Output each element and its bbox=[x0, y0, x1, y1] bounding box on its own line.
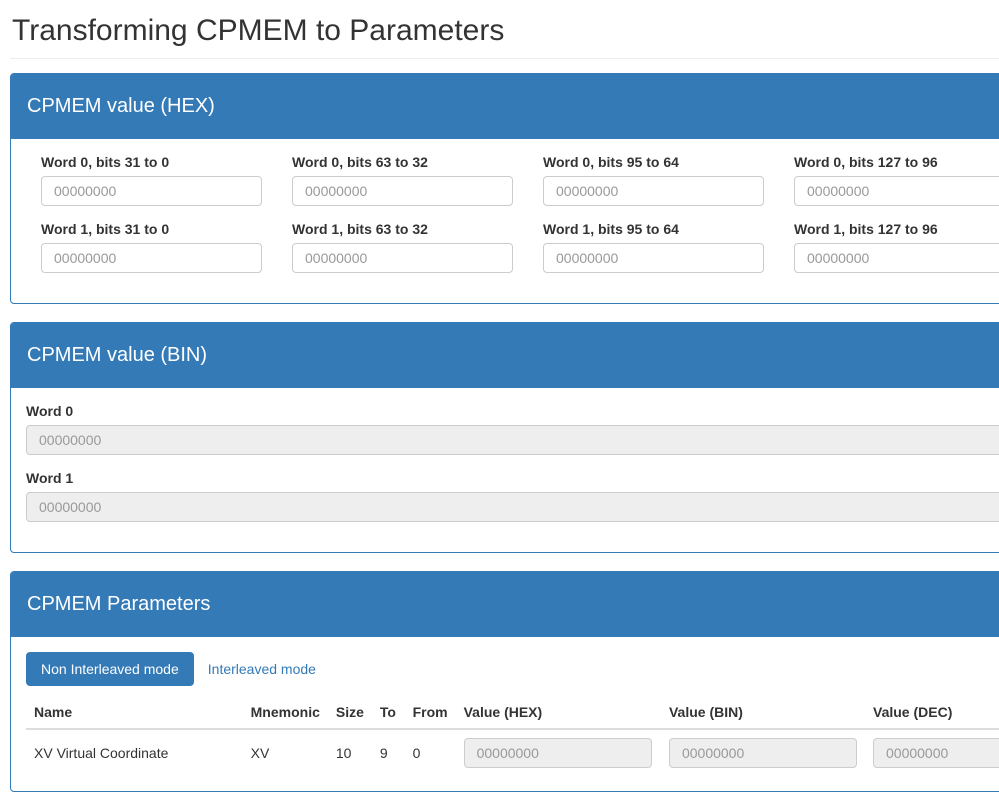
cell-value-dec bbox=[865, 729, 999, 776]
column-header-size: Size bbox=[327, 696, 372, 730]
column-header-mnemonic: Mnemonic bbox=[242, 696, 328, 730]
parameters-table-header-row: Name Mnemonic Size To From Value (HEX) V… bbox=[26, 696, 999, 730]
hex-input-word1-bits63-32[interactable] bbox=[292, 243, 513, 273]
page-title: Transforming CPMEM to Parameters bbox=[12, 14, 505, 47]
hex-field-word0-bits127-96: Word 0, bits 127 to 96 bbox=[779, 154, 999, 206]
column-header-value-bin: Value (BIN) bbox=[660, 696, 865, 730]
bin-output-word0 bbox=[26, 425, 999, 455]
cpmem-hex-panel-title: CPMEM value (HEX) bbox=[27, 95, 215, 117]
hex-field-label: Word 0, bits 127 to 96 bbox=[794, 154, 938, 170]
column-header-value-hex: Value (HEX) bbox=[455, 696, 661, 730]
column-header-name: Name bbox=[26, 696, 243, 730]
xv-value-bin-output bbox=[668, 738, 857, 768]
bin-field-label: Word 0 bbox=[26, 403, 74, 419]
cpmem-hex-panel-body: Word 0, bits 31 to 0 Word 0, bits 63 to … bbox=[11, 139, 999, 303]
cpmem-bin-panel-title: CPMEM value (BIN) bbox=[27, 344, 208, 366]
cpmem-parameters-panel-body: Non Interleaved mode Interleaved mode Na… bbox=[11, 637, 999, 791]
cell-to: 9 bbox=[379, 745, 388, 761]
cpmem-bin-panel-heading: CPMEM value (BIN) bbox=[11, 323, 999, 388]
hex-input-word0-bits127-96[interactable] bbox=[794, 176, 999, 206]
xv-value-hex-output bbox=[463, 738, 652, 768]
cpmem-hex-panel-heading: CPMEM value (HEX) bbox=[11, 74, 999, 139]
hex-field-word1-bits95-64: Word 1, bits 95 to 64 bbox=[528, 221, 779, 273]
hex-input-word1-bits127-96[interactable] bbox=[794, 243, 999, 273]
hex-field-word0-bits63-32: Word 0, bits 63 to 32 bbox=[277, 154, 528, 206]
hex-input-word0-bits63-32[interactable] bbox=[292, 176, 513, 206]
tab-interleaved-mode[interactable]: Interleaved mode bbox=[207, 661, 316, 677]
cell-size: 10 bbox=[335, 745, 352, 761]
hex-field-word0-bits95-64: Word 0, bits 95 to 64 bbox=[528, 154, 779, 206]
hex-field-label: Word 0, bits 95 to 64 bbox=[543, 154, 679, 170]
bin-field-word1: Word 1 bbox=[26, 470, 999, 522]
hex-field-word1-bits63-32: Word 1, bits 63 to 32 bbox=[277, 221, 528, 273]
hex-field-word1-bits127-96: Word 1, bits 127 to 96 bbox=[779, 221, 999, 273]
hex-field-label: Word 1, bits 127 to 96 bbox=[794, 221, 938, 237]
column-header-to: To bbox=[371, 696, 405, 730]
column-header-value-dec: Value (DEC) bbox=[865, 696, 999, 730]
cpmem-bin-panel: CPMEM value (BIN) Word 0 Word 1 bbox=[10, 322, 999, 553]
hex-field-word1-bits31-0: Word 1, bits 31 to 0 bbox=[26, 221, 277, 273]
bin-field-word0: Word 0 bbox=[26, 403, 999, 455]
cell-value-bin bbox=[661, 729, 865, 776]
hex-field-label: Word 1, bits 31 to 0 bbox=[41, 221, 170, 237]
cell-mnemonic: XV bbox=[250, 745, 270, 761]
mode-tabs: Non Interleaved mode Interleaved mode bbox=[26, 652, 999, 686]
bin-output-word1 bbox=[26, 492, 999, 522]
hex-field-word0-bits31-0: Word 0, bits 31 to 0 bbox=[26, 154, 277, 206]
hex-field-label: Word 1, bits 63 to 32 bbox=[292, 221, 428, 237]
hex-field-label: Word 0, bits 63 to 32 bbox=[292, 154, 428, 170]
xv-value-dec-output bbox=[873, 738, 999, 768]
cell-value-hex bbox=[456, 729, 661, 776]
table-row-xv-virtual-coordinate: XV Virtual Coordinate XV 10 9 0 bbox=[26, 729, 999, 776]
cpmem-parameters-panel-title: CPMEM Parameters bbox=[27, 593, 211, 615]
page-header: Transforming CPMEM to Parameters bbox=[10, 0, 999, 59]
parameters-table: Name Mnemonic Size To From Value (HEX) V… bbox=[26, 696, 999, 776]
hex-input-word0-bits31-0[interactable] bbox=[41, 176, 262, 206]
hex-field-label: Word 0, bits 31 to 0 bbox=[41, 154, 170, 170]
cell-name: XV Virtual Coordinate bbox=[34, 745, 169, 761]
hex-field-label: Word 1, bits 95 to 64 bbox=[543, 221, 679, 237]
cell-from: 0 bbox=[412, 745, 421, 761]
cpmem-bin-panel-body: Word 0 Word 1 bbox=[11, 388, 999, 552]
hex-input-word1-bits31-0[interactable] bbox=[41, 243, 262, 273]
tab-non-interleaved-mode[interactable]: Non Interleaved mode bbox=[26, 652, 194, 686]
cpmem-hex-panel: CPMEM value (HEX) Word 0, bits 31 to 0 W… bbox=[10, 73, 999, 304]
hex-input-word1-bits95-64[interactable] bbox=[543, 243, 764, 273]
cpmem-parameters-panel-heading: CPMEM Parameters bbox=[11, 572, 999, 637]
bin-field-label: Word 1 bbox=[26, 470, 74, 486]
column-header-from: From bbox=[404, 696, 456, 730]
cpmem-parameters-panel: CPMEM Parameters Non Interleaved mode In… bbox=[10, 571, 999, 792]
hex-input-word0-bits95-64[interactable] bbox=[543, 176, 764, 206]
